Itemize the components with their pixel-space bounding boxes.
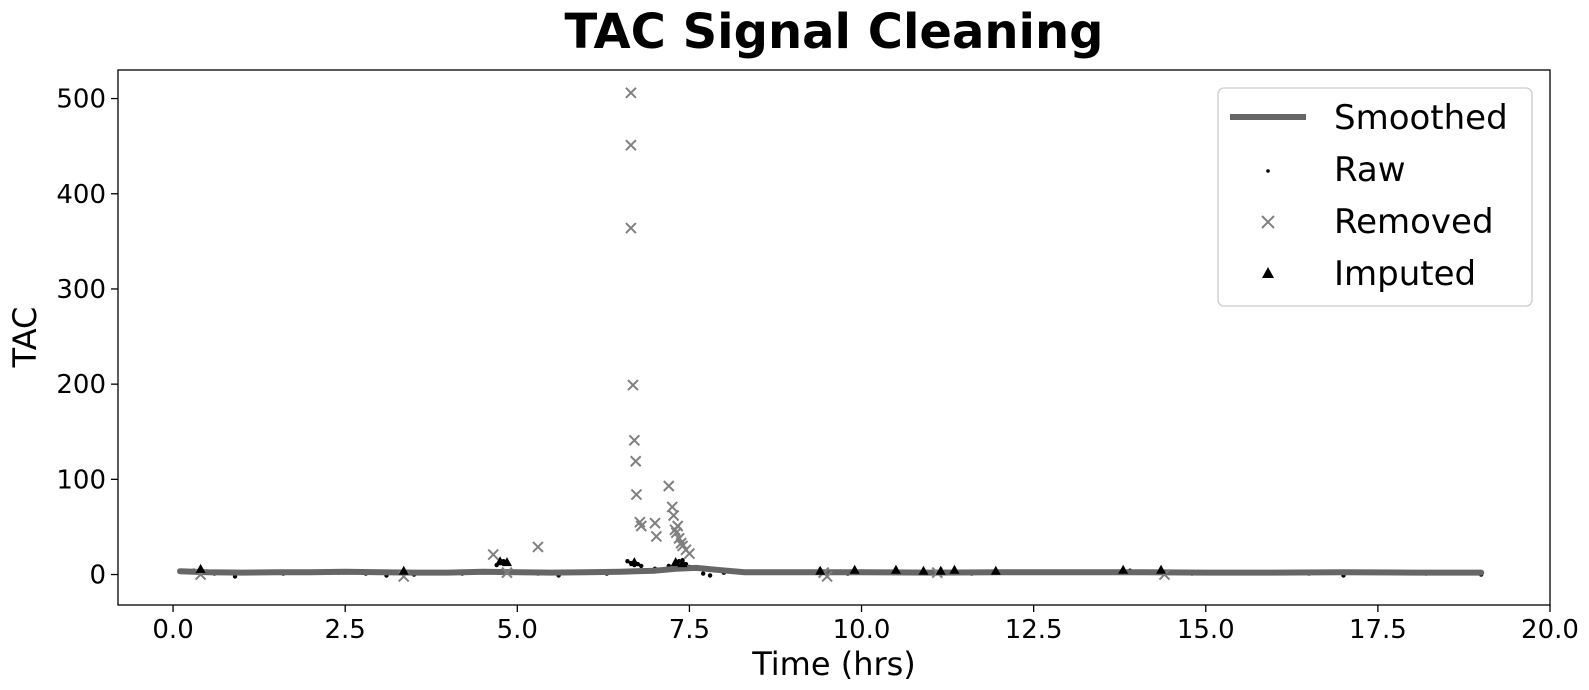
removed-point: [672, 520, 684, 532]
legend: Smoothed Raw Removed Imputed: [1217, 87, 1533, 307]
imputed-point: [501, 557, 512, 567]
removed-point: [675, 537, 687, 549]
imputed-point: [949, 564, 960, 574]
x-tick-label: 5.0: [497, 615, 538, 645]
imputed-point: [495, 556, 506, 566]
x-tick-label: 20.0: [1521, 615, 1579, 645]
imputed-point: [629, 557, 640, 567]
x-axis-label: Time (hrs): [751, 645, 916, 683]
legend-removed-swatch: [1261, 215, 1275, 229]
legend-smoothed-label: Smoothed: [1334, 98, 1508, 138]
legend-imputed-swatch: [1262, 267, 1274, 278]
legend-removed-label: Removed: [1334, 202, 1494, 242]
removed-point: [630, 455, 642, 467]
removed-point: [627, 379, 639, 391]
imputed-point: [890, 564, 901, 574]
y-tick-label: 100: [56, 465, 106, 495]
legend-imputed-label: Imputed: [1334, 254, 1476, 294]
legend-box: [1217, 87, 1533, 307]
chart-title: TAC Signal Cleaning: [565, 4, 1104, 60]
removed-point: [650, 530, 663, 543]
x-tick-label: 0.0: [152, 615, 193, 645]
x-tick-label: 12.5: [1005, 615, 1063, 645]
removed-point: [625, 222, 637, 234]
raw-point: [700, 571, 706, 576]
legend-raw-swatch: [1266, 169, 1270, 173]
raw-point: [625, 559, 630, 564]
removed-point: [667, 509, 680, 522]
imputed-point: [670, 557, 681, 567]
removed-point: [635, 520, 647, 532]
plot-area: 0.0 2.5 5.0 7.5 10.0 12.5 15.0 17.5 20.0 0 100 200…: [56, 69, 1579, 645]
removed-point: [649, 517, 661, 529]
legend-raw-label: Raw: [1334, 150, 1406, 190]
imputed-point: [849, 564, 860, 574]
y-axis-label: TAC: [6, 307, 44, 369]
removed-point: [628, 434, 641, 447]
removed-point: [532, 541, 544, 553]
raw-point: [707, 573, 713, 578]
imputed-point: [990, 565, 1001, 575]
removed-point: [663, 480, 675, 492]
imputed-point: [677, 558, 688, 568]
raw-point: [639, 563, 644, 569]
x-tick-label: 7.5: [669, 615, 710, 645]
removed-point: [625, 87, 637, 99]
y-tick-label: 200: [56, 370, 106, 400]
x-tick-label: 15.0: [1177, 615, 1235, 645]
removed-point: [630, 488, 643, 501]
x-tick-label: 10.0: [833, 615, 891, 645]
y-tick-label: 0: [89, 561, 106, 591]
x-tick-label: 2.5: [325, 615, 366, 645]
smoothed-line: [177, 564, 1485, 576]
series-layer: [177, 87, 1485, 583]
removed-point: [634, 516, 646, 528]
imputed-point: [918, 565, 929, 575]
imputed-point: [1156, 564, 1167, 574]
removed-point: [501, 566, 513, 579]
y-tick-label: 300: [56, 275, 106, 305]
imputed-point: [1118, 564, 1129, 574]
removed-point: [683, 547, 696, 560]
imputed-point: [195, 563, 206, 573]
y-axis: 0 100 200 300 400 500: [56, 85, 118, 591]
plot-frame: [117, 69, 1551, 606]
x-tick-label: 17.5: [1349, 615, 1407, 645]
imputed-point: [815, 565, 826, 575]
imputed-point: [398, 565, 409, 575]
x-axis: 0.0 2.5 5.0 7.5 10.0 12.5 15.0 17.5 20.0: [152, 605, 1579, 645]
removed-point: [625, 139, 637, 151]
imputed-point: [935, 565, 946, 575]
y-tick-label: 500: [56, 85, 106, 115]
removed-point: [487, 548, 499, 561]
y-tick-label: 400: [56, 180, 106, 210]
